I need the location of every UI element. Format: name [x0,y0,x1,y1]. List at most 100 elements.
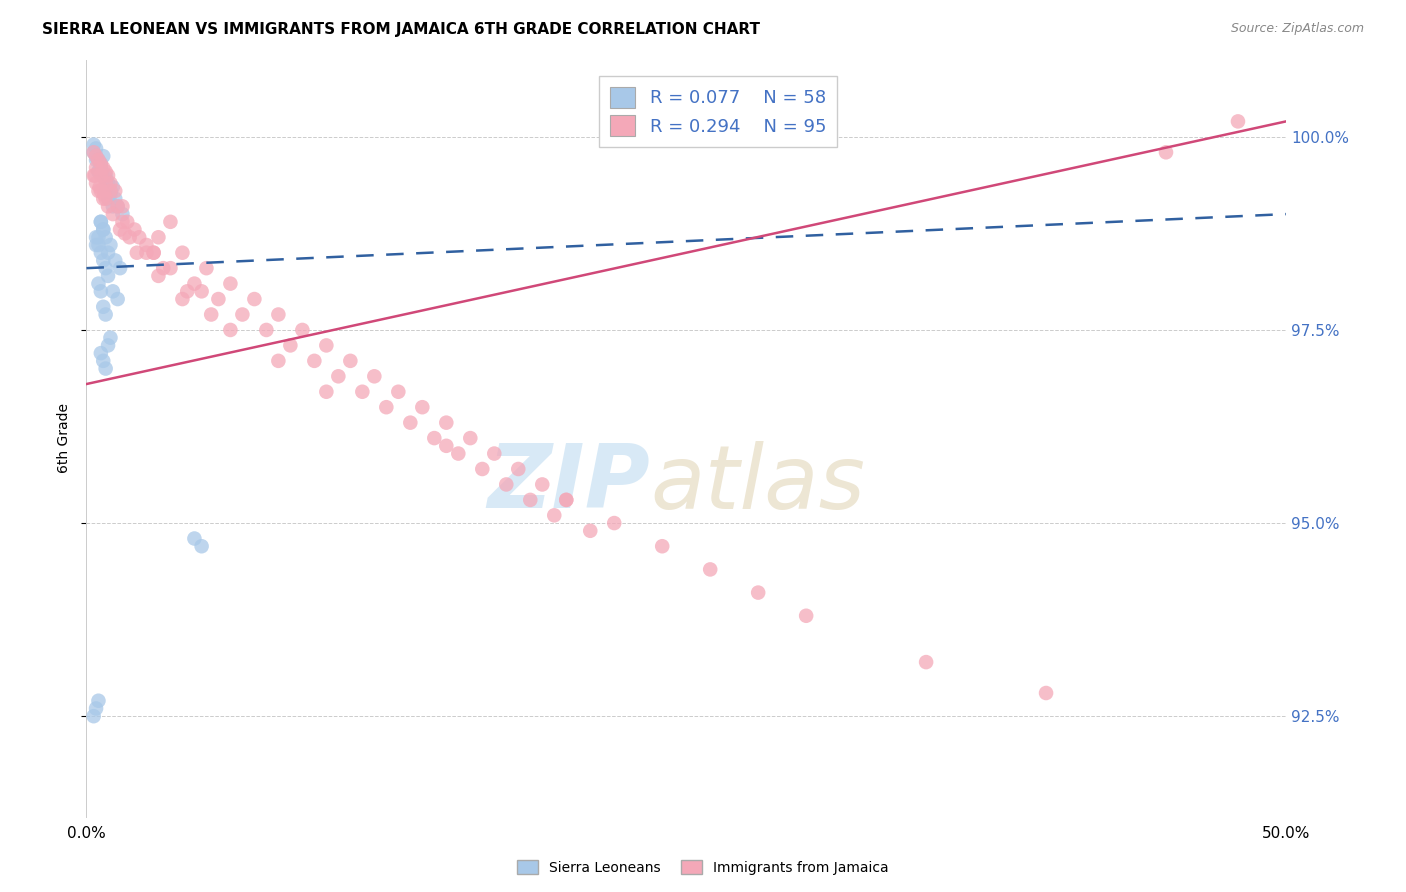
Point [94,261,117,276]
Point [97,176,120,190]
Point [104,253,127,268]
Text: Source: ZipAtlas.com: Source: ZipAtlas.com [1230,22,1364,36]
Point [315,384,337,399]
Text: atlas: atlas [650,441,865,526]
Point [83,169,105,183]
Point [484,446,506,460]
Point [231,308,253,322]
Point [434,416,457,430]
Point [87,277,110,291]
Point [114,227,136,241]
Point [794,608,817,623]
Point [458,431,481,445]
Text: ZIP: ZIP [488,440,650,527]
Point [172,245,194,260]
Point [94,164,117,178]
Y-axis label: 6th Grade: 6th Grade [58,403,72,473]
Point [142,245,165,260]
Point [91,161,114,175]
Point [172,292,194,306]
Point [91,222,114,236]
Point [1035,686,1057,700]
Point [94,192,117,206]
Point [94,308,117,322]
Point [101,180,124,194]
Point [87,184,110,198]
Point [363,369,385,384]
Point [97,245,120,260]
Point [87,238,110,252]
Point [159,215,181,229]
Point [97,169,120,183]
Point [159,261,181,276]
Point [101,199,124,213]
Point [107,199,129,213]
Point [603,516,626,530]
Point [423,431,446,445]
Point [100,187,122,202]
Point [219,277,242,291]
Point [87,694,110,708]
Point [107,199,129,213]
Point [90,169,112,183]
Point [280,338,302,352]
Point [91,149,114,163]
Point [94,361,117,376]
Point [135,245,157,260]
Point [195,261,218,276]
Point [94,230,117,244]
Point [915,655,938,669]
Point [94,176,117,190]
Point [447,446,470,460]
Point [508,462,530,476]
Point [90,285,112,299]
Point [91,354,114,368]
Point [100,331,122,345]
Point [254,323,277,337]
Point [84,230,107,244]
Point [87,153,110,167]
Point [83,145,105,160]
Point [200,308,222,322]
Point [128,230,150,244]
Point [111,207,134,221]
Point [399,416,422,430]
Point [91,253,114,268]
Point [83,169,105,183]
Point [104,192,127,206]
Point [1226,114,1249,128]
Point [1154,145,1177,160]
Point [94,169,117,183]
Point [97,338,120,352]
Point [84,153,107,167]
Point [84,141,107,155]
Point [97,199,120,213]
Point [100,176,122,190]
Point [90,157,112,171]
Point [207,292,229,306]
Point [87,230,110,244]
Point [152,261,174,276]
Point [495,477,517,491]
Point [111,215,134,229]
Point [543,508,565,523]
Point [104,184,127,198]
Point [94,184,117,198]
Point [89,180,111,194]
Point [84,149,107,163]
Point [97,268,120,283]
Point [90,161,112,175]
Point [699,562,721,576]
Point [118,230,141,244]
Point [183,532,205,546]
Point [375,401,398,415]
Point [84,176,107,190]
Point [83,709,105,723]
Text: SIERRA LEONEAN VS IMMIGRANTS FROM JAMAICA 6TH GRADE CORRELATION CHART: SIERRA LEONEAN VS IMMIGRANTS FROM JAMAIC… [42,22,761,37]
Point [90,161,112,175]
Point [87,153,110,167]
Point [219,323,242,337]
Point [101,285,124,299]
Point [555,492,578,507]
Point [291,323,314,337]
